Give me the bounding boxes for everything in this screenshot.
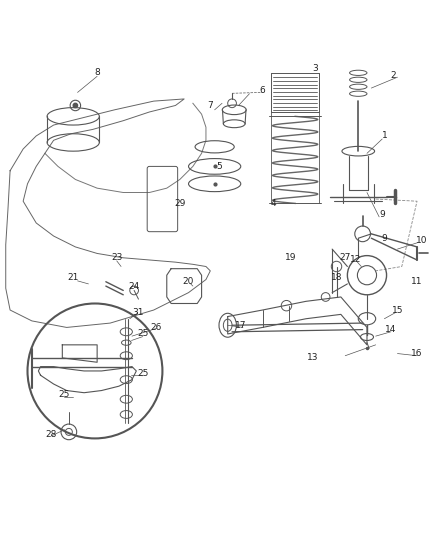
Text: 16: 16: [411, 349, 423, 358]
Text: 9: 9: [379, 210, 385, 219]
Text: 4: 4: [271, 199, 276, 208]
Text: 15: 15: [392, 305, 403, 314]
Circle shape: [73, 103, 78, 108]
Text: 31: 31: [133, 308, 144, 317]
Text: 27: 27: [339, 253, 351, 262]
Text: 2: 2: [390, 70, 396, 79]
Text: 10: 10: [416, 236, 427, 245]
Text: 1: 1: [381, 132, 387, 140]
Text: 23: 23: [111, 253, 122, 262]
Text: 21: 21: [67, 273, 79, 282]
Text: 8: 8: [94, 68, 100, 77]
Text: 7: 7: [208, 101, 213, 110]
Text: 13: 13: [307, 353, 318, 362]
Text: 6: 6: [260, 86, 265, 95]
Text: 25: 25: [137, 369, 148, 377]
Text: 25: 25: [59, 390, 70, 399]
Text: 17: 17: [235, 321, 247, 330]
Text: 24: 24: [128, 281, 140, 290]
Text: 28: 28: [46, 430, 57, 439]
Text: 26: 26: [150, 323, 162, 332]
Text: 18: 18: [331, 273, 342, 282]
Text: 3: 3: [312, 64, 318, 73]
Text: 9: 9: [381, 233, 387, 243]
Text: 29: 29: [174, 199, 186, 208]
Text: 14: 14: [385, 325, 396, 334]
Circle shape: [28, 303, 162, 439]
Text: 5: 5: [216, 162, 222, 171]
Text: 25: 25: [137, 329, 148, 338]
Text: 11: 11: [411, 277, 423, 286]
Text: 20: 20: [183, 277, 194, 286]
Text: 19: 19: [285, 253, 297, 262]
Text: 12: 12: [350, 255, 362, 264]
